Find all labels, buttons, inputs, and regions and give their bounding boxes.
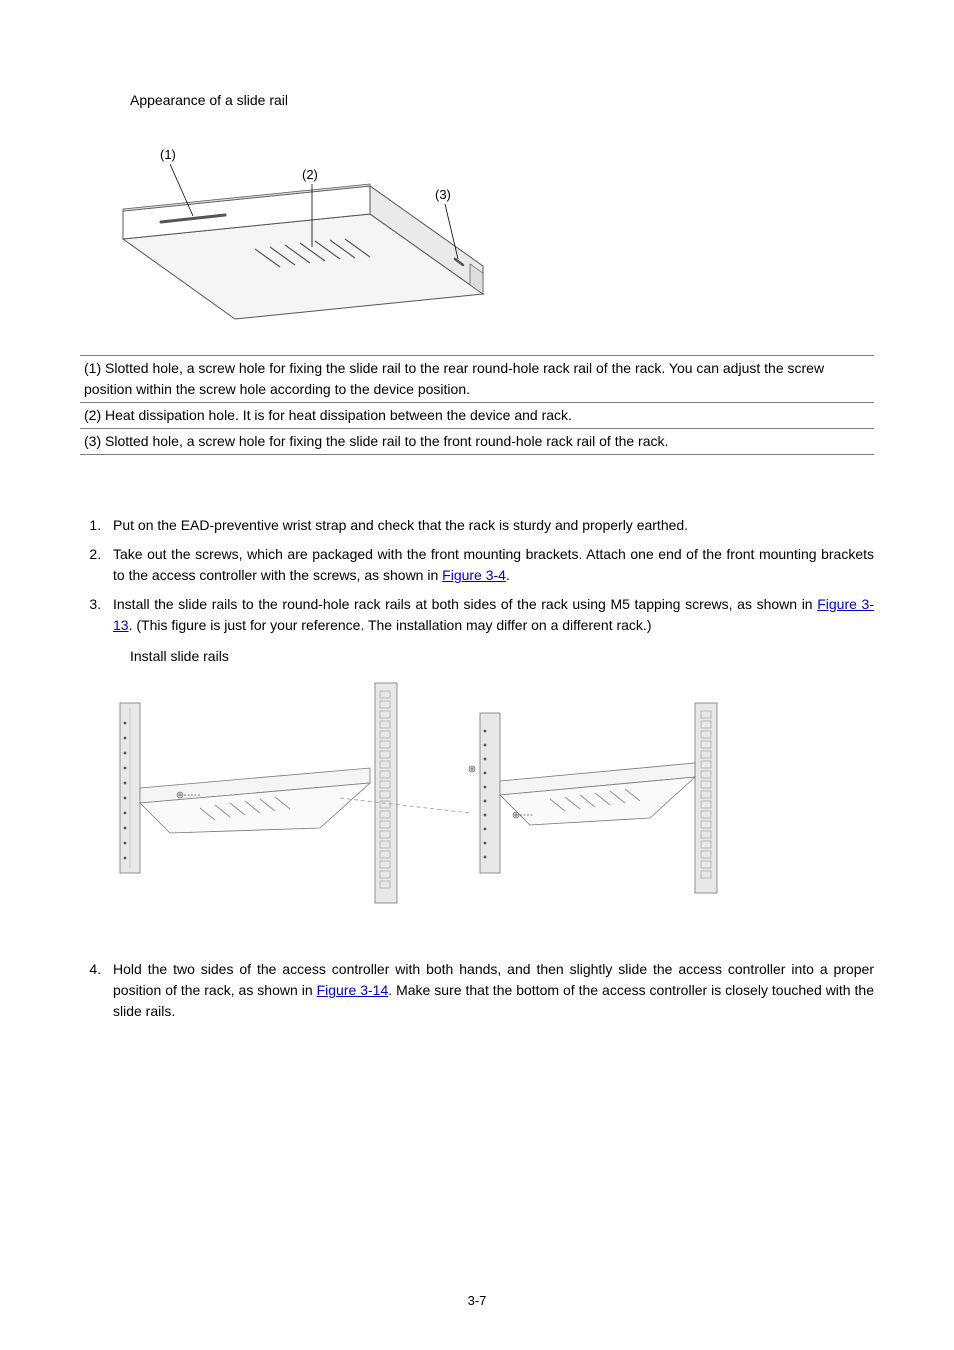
step-4: Hold the two sides of the access control… — [105, 959, 874, 1022]
callout-2: (2) Heat dissipation hole. It is for hea… — [80, 403, 874, 429]
callout-table: (1) Slotted hole, a screw hole for fixin… — [80, 355, 874, 455]
diagram-label-2: (2) — [302, 167, 318, 182]
install-slide-rails-diagram — [80, 673, 874, 929]
step-2: Take out the screws, which are packaged … — [105, 544, 874, 586]
figure-caption-3-12: Appearance of a slide rail — [130, 90, 874, 111]
slide-rail-diagram: (1) (2) (3) — [115, 119, 874, 335]
link-figure-3-4[interactable]: Figure 3-4 — [442, 567, 506, 583]
installation-steps-cont: Hold the two sides of the access control… — [80, 959, 874, 1022]
callout-3: (3) Slotted hole, a screw hole for fixin… — [80, 429, 874, 455]
diagram-label-1: (1) — [160, 147, 176, 162]
step-1: Put on the EAD-preventive wrist strap an… — [105, 515, 874, 536]
page-number: 3-7 — [0, 1291, 954, 1311]
figure-caption-3-13: Install slide rails — [130, 646, 874, 667]
link-figure-3-14[interactable]: Figure 3-14 — [317, 982, 389, 998]
callout-1: (1) Slotted hole, a screw hole for fixin… — [80, 356, 874, 403]
diagram-label-3: (3) — [435, 187, 451, 202]
installation-steps: Put on the EAD-preventive wrist strap an… — [80, 515, 874, 636]
step-3: Install the slide rails to the round-hol… — [105, 594, 874, 636]
